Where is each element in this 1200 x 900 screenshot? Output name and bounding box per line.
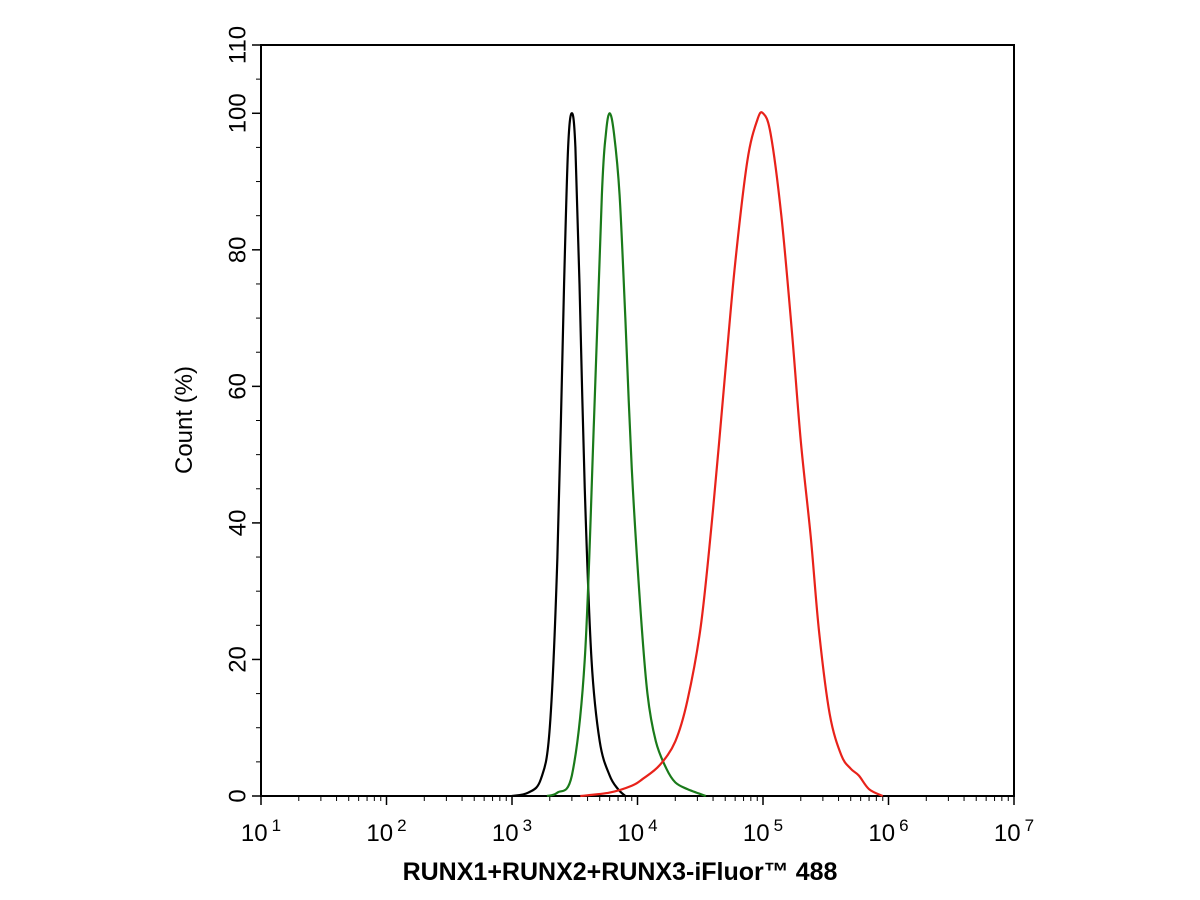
x-tick-label: 10 2 bbox=[366, 816, 406, 847]
y-tick-label: 20 bbox=[224, 646, 251, 673]
x-tick-base: 10 bbox=[492, 820, 519, 847]
x-tick-label: 10 3 bbox=[492, 816, 532, 847]
x-tick-exponent: 4 bbox=[648, 816, 657, 835]
x-axis-title: RUNX1+RUNX2+RUNX3-iFluor™ 488 bbox=[403, 858, 838, 886]
x-tick-base: 10 bbox=[743, 820, 770, 847]
x-tick-label: 10 6 bbox=[868, 816, 908, 847]
y-tick-label: 80 bbox=[224, 236, 251, 263]
x-tick-exponent: 5 bbox=[774, 816, 783, 835]
y-tick-label: 110 bbox=[224, 26, 251, 64]
y-axis-ticks: 0 20 40 60 80 100 110 bbox=[224, 26, 261, 803]
x-tick-exponent: 6 bbox=[899, 816, 908, 835]
y-axis-title: Count (%) bbox=[171, 366, 198, 474]
x-tick-base: 10 bbox=[366, 820, 393, 847]
x-axis-ticks: 10 1 10 2 10 3 10 4 10 5 10 6 10 7 bbox=[241, 796, 1034, 847]
x-tick-label: 10 1 bbox=[241, 816, 281, 847]
x-tick-exponent: 1 bbox=[272, 816, 281, 835]
y-tick-label: 40 bbox=[224, 510, 251, 537]
y-tick-label: 0 bbox=[224, 789, 251, 802]
x-tick-base: 10 bbox=[868, 820, 895, 847]
x-tick-label: 10 4 bbox=[617, 816, 657, 847]
x-tick-base: 10 bbox=[617, 820, 644, 847]
x-tick-label: 10 5 bbox=[743, 816, 783, 847]
x-tick-base: 10 bbox=[994, 820, 1021, 847]
x-tick-exponent: 2 bbox=[397, 816, 406, 835]
x-tick-exponent: 3 bbox=[523, 816, 532, 835]
x-tick-label: 10 7 bbox=[994, 816, 1034, 847]
series-line bbox=[546, 112, 707, 798]
y-tick-label: 100 bbox=[224, 93, 251, 133]
x-tick-exponent: 7 bbox=[1025, 816, 1034, 835]
y-tick-label: 60 bbox=[224, 373, 251, 400]
series-line bbox=[511, 112, 627, 798]
plot-frame bbox=[260, 44, 1015, 797]
series-line bbox=[580, 111, 884, 798]
series-layer bbox=[511, 111, 884, 798]
x-tick-base: 10 bbox=[241, 820, 268, 847]
